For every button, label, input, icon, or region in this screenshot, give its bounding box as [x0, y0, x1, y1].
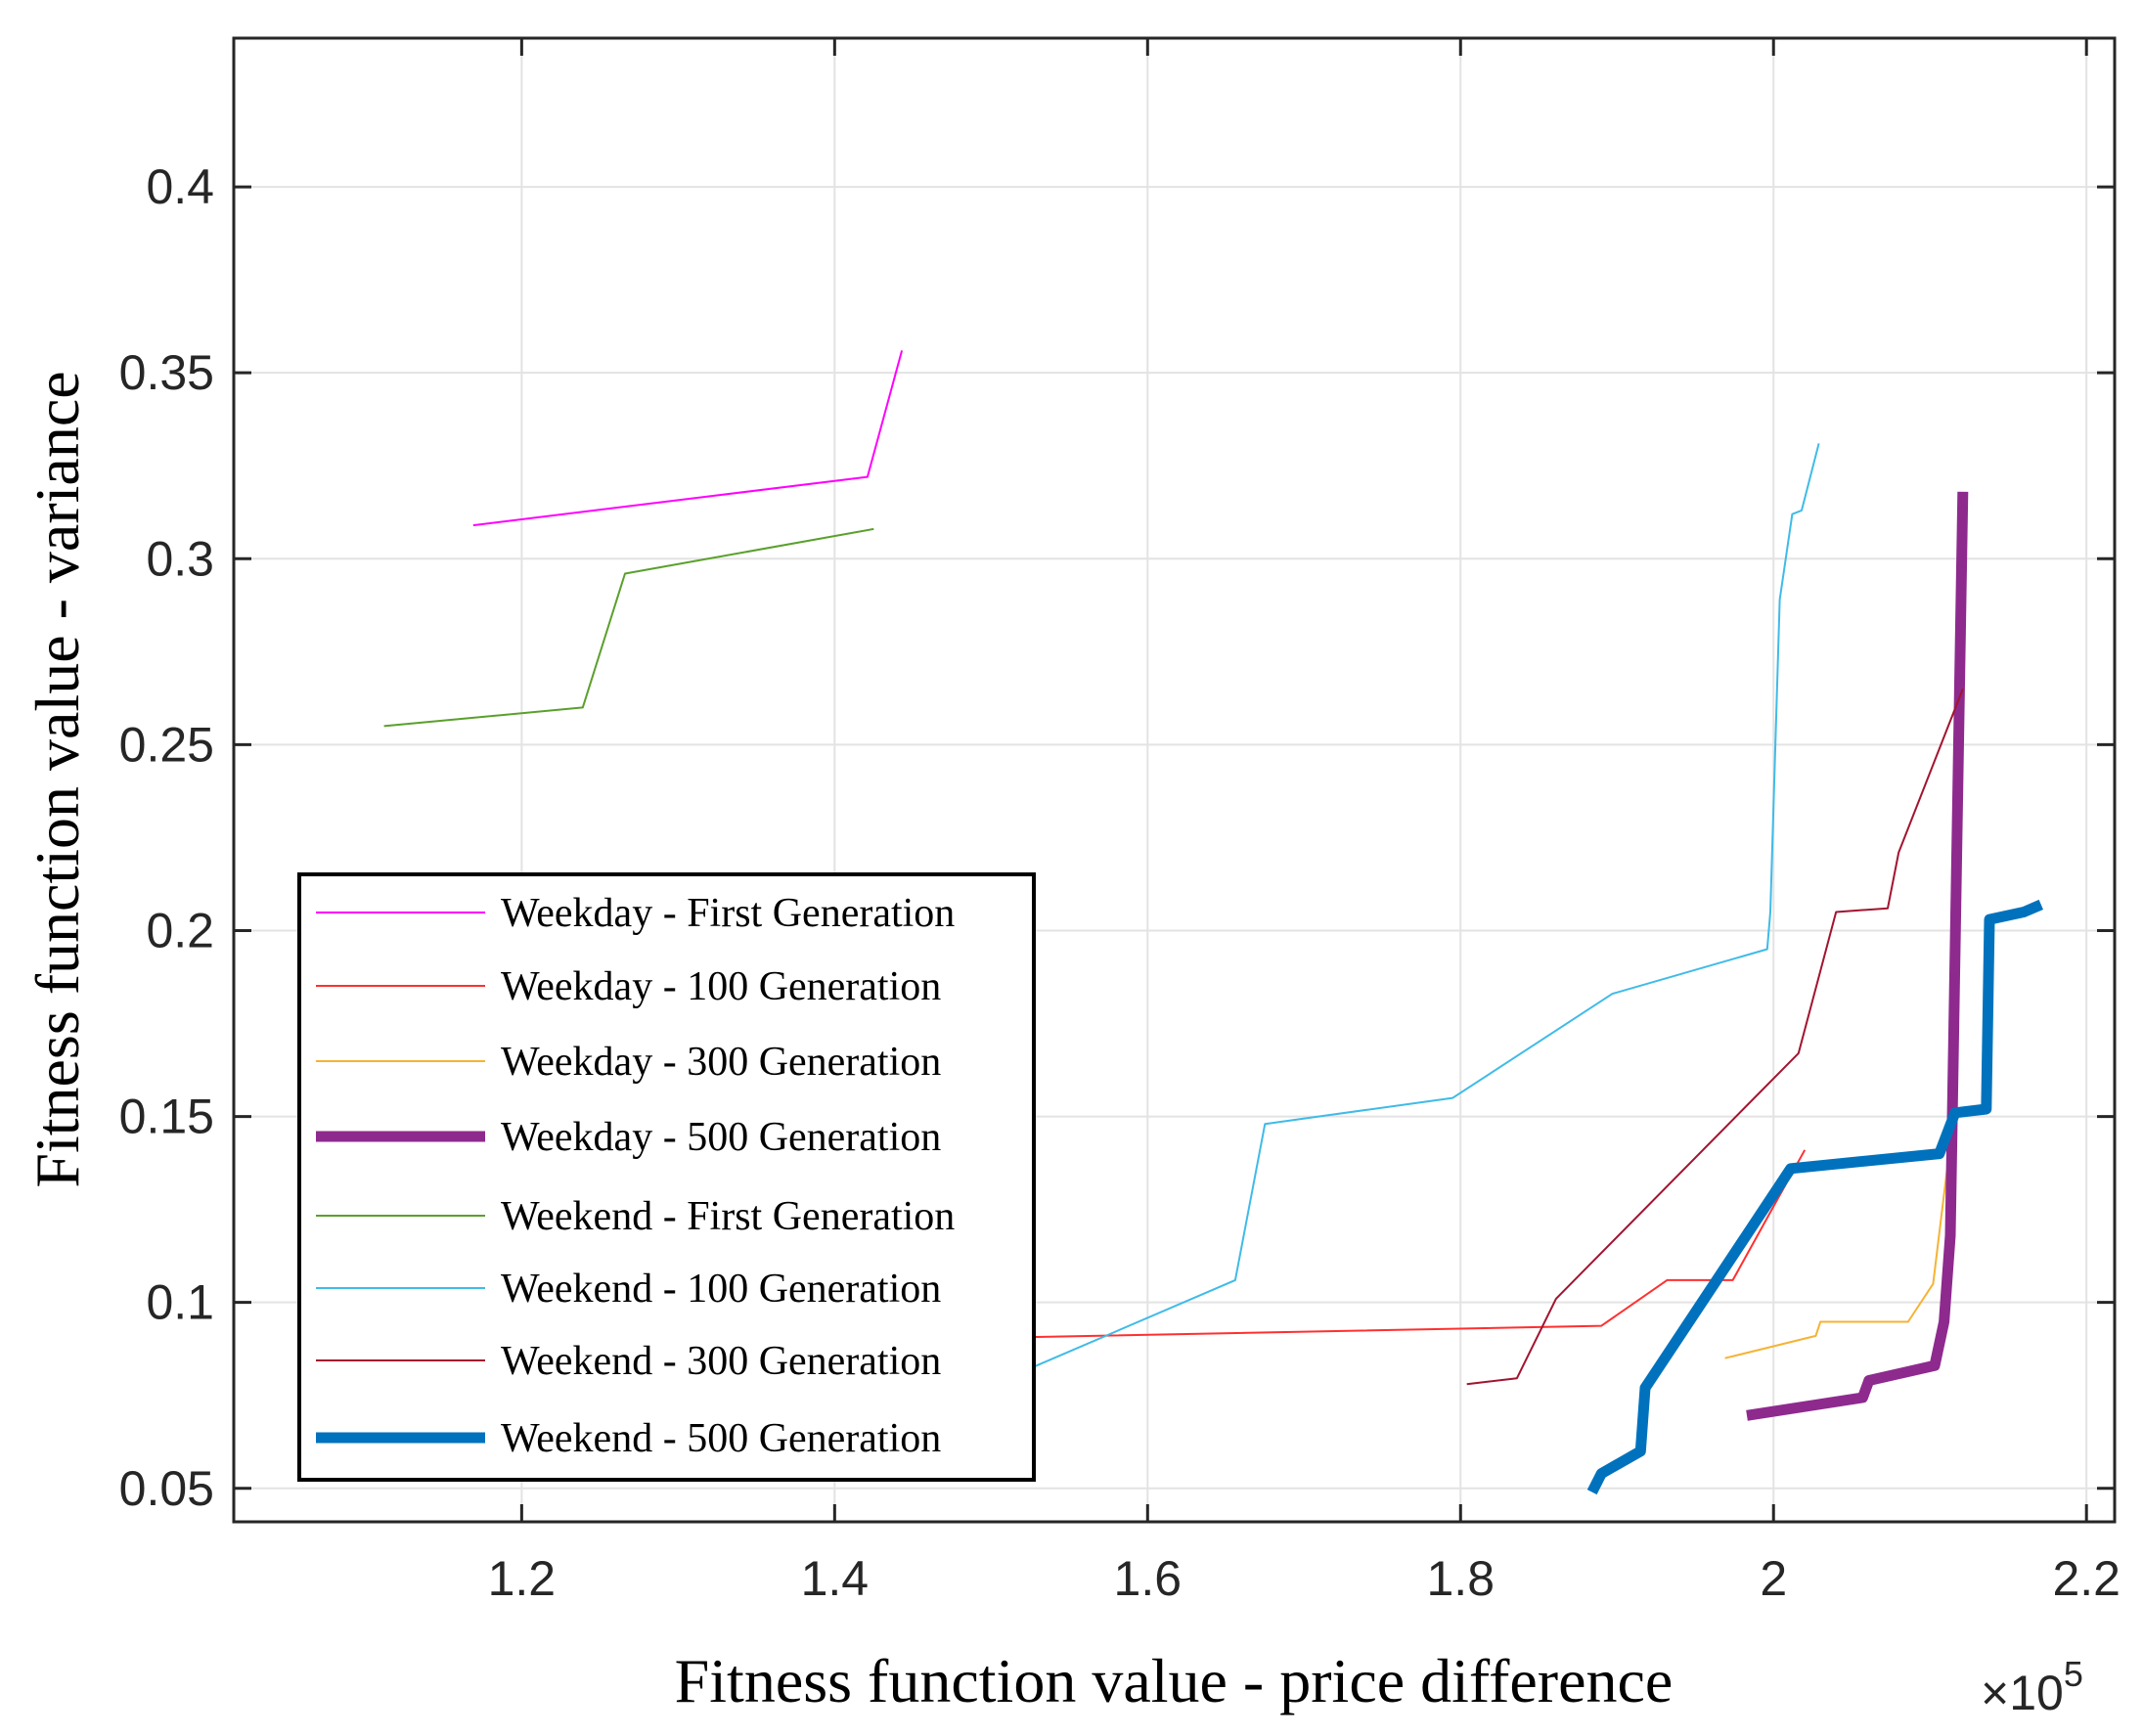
- series-line-weekend-500-generation: [1586, 899, 2043, 1495]
- series-line-weekday-300-generation: [1724, 1168, 1948, 1359]
- x-exponent-power: 5: [2064, 1654, 2083, 1694]
- x-exponent: ×105: [1981, 1654, 2083, 1720]
- y-tick-label: 0.05: [119, 1461, 214, 1516]
- y-tick-label: 0.1: [146, 1275, 214, 1330]
- legend-label: Weekday - 100 Generation: [501, 964, 941, 1009]
- x-tick-label: 1.8: [1427, 1551, 1496, 1606]
- legend-label: Weekend - 300 Generation: [501, 1339, 941, 1384]
- legend-label: Weekend - First Generation: [501, 1194, 955, 1239]
- legend-box: [297, 872, 1036, 1482]
- legend: Weekday - First Generation Weekday - 100 …: [297, 872, 1036, 1482]
- series-line-weekend-first-generation: [383, 527, 874, 728]
- y-tick-label: 0.3: [146, 531, 214, 586]
- x-tick-label: 2: [1760, 1551, 1787, 1606]
- legend-label: Weekend - 500 Generation: [501, 1416, 941, 1461]
- y-tick-label: 0.2: [146, 903, 214, 957]
- x-tick-label: 2.2: [2052, 1551, 2121, 1606]
- y-tick-label: 0.25: [119, 717, 214, 772]
- y-tick-label: 0.4: [146, 159, 214, 214]
- x-tick-label: 1.4: [801, 1551, 870, 1606]
- legend-label: Weekend - 100 Generation: [501, 1267, 941, 1312]
- y-tick-label: 0.15: [119, 1090, 214, 1144]
- y-tick-label: 0.35: [119, 345, 214, 400]
- series-line-weekday-first-generation: [472, 350, 904, 527]
- series-line-weekend-100-generation: [990, 443, 1820, 1386]
- series-line-weekend-300-generation: [1466, 689, 1964, 1386]
- legend-label: Weekday - 500 Generation: [501, 1115, 941, 1160]
- x-tick-label: 1.2: [488, 1551, 557, 1606]
- series-lines: [383, 350, 2043, 1495]
- axes-frame: [232, 36, 2117, 1524]
- ticks: 1.2 1.4 1.6 1.8 2 2.2 0.05 0.1 0.15 0.2 0.25 0.3 0.3…: [119, 38, 2121, 1606]
- x-tick-label: 1.6: [1114, 1551, 1183, 1606]
- legend-label: Weekday - 300 Generation: [501, 1040, 941, 1085]
- series-line-weekday-100-generation: [991, 1149, 1807, 1339]
- y-axis-label: Fitness function value - variance: [22, 371, 92, 1187]
- series-line-weekday-500-generation: [1746, 491, 1969, 1421]
- legend-label: Weekday - First Generation: [501, 891, 955, 936]
- x-axis-label: Fitness function value - price differenc…: [675, 1646, 1674, 1715]
- x-exponent-base: ×10: [1981, 1666, 2064, 1720]
